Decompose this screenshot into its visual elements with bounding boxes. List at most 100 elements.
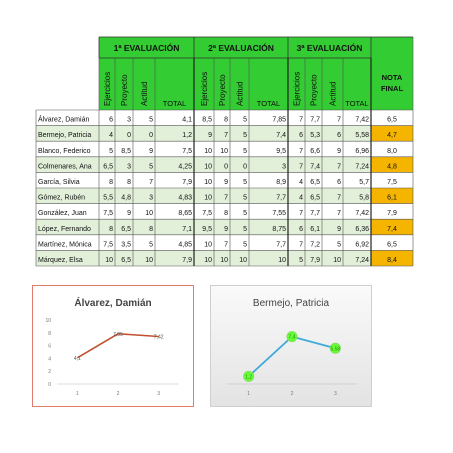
- grade-cell: 7,42: [355, 117, 369, 124]
- grade-cell: 7,24: [355, 257, 369, 264]
- grade-cell: 8: [224, 117, 228, 124]
- grade-cell: 7: [337, 117, 341, 124]
- grade-cell: 7,7: [276, 195, 286, 202]
- grade-cell: 7: [299, 210, 303, 217]
- grade-cell: 8: [149, 226, 153, 233]
- student-name: Blanco, Federico: [38, 148, 91, 155]
- grade-cell: 5,58: [355, 132, 369, 139]
- data-label: 1,2: [245, 374, 252, 380]
- grade-cell: 6: [299, 132, 303, 139]
- grade-cell: 7: [337, 163, 341, 170]
- grade-cell: 0: [127, 132, 131, 139]
- x-tick-label: 1: [247, 391, 250, 397]
- grade-cell: 7: [224, 241, 228, 248]
- chart-title: Bermejo, Patricia: [253, 298, 330, 309]
- grade-cell: 4,83: [178, 195, 192, 202]
- final-grade-cell: [371, 110, 413, 126]
- grade-cell: 8,5: [121, 148, 131, 155]
- grades-spreadsheet: 1ª EVALUACIÓN Ejercicios Proyecto Actitud TO…: [35, 36, 414, 267]
- grade-cell: 5: [243, 241, 247, 248]
- grade-cell: 10: [204, 257, 212, 264]
- grade-cell: 7: [224, 132, 228, 139]
- grade-cell: 7,55: [272, 210, 286, 217]
- x-tick-label: 1: [76, 391, 79, 397]
- grade-cell: 7: [337, 195, 341, 202]
- grade-cell: 7,7: [276, 241, 286, 248]
- y-tick-label: 10: [45, 318, 51, 324]
- grade-cell: 6: [337, 132, 341, 139]
- grade-cell: 4,8: [121, 195, 131, 202]
- student-name: Márquez, Elsa: [38, 257, 83, 264]
- grade-cell: 7: [299, 163, 303, 170]
- grade-cell: 4,25: [178, 163, 192, 170]
- y-tick-label: 8: [48, 331, 51, 337]
- y-tick-label: 4: [48, 356, 51, 362]
- grade-cell: 10: [278, 257, 286, 264]
- grade-cell: 10: [145, 257, 153, 264]
- grade-cell: 0: [149, 132, 153, 139]
- data-label: 7,42: [154, 335, 164, 341]
- grade-cell: 10: [204, 163, 212, 170]
- data-label: 7,85: [113, 332, 123, 338]
- grade-cell: 8: [109, 179, 113, 186]
- grade-cell: 5: [243, 117, 247, 124]
- grade-cell: 9: [224, 226, 228, 233]
- grade-cell: 7,5: [103, 241, 113, 248]
- grade-cell: 6,6: [310, 148, 320, 155]
- data-point: [243, 370, 255, 382]
- grade-cell: 7: [299, 117, 303, 124]
- student-name: García, Silvia: [38, 179, 80, 186]
- grade-cell: 7,5: [103, 210, 113, 217]
- grade-cell: 8,5: [202, 117, 212, 124]
- student-name: Martínez, Mónica: [38, 241, 92, 248]
- grade-cell: 5: [243, 148, 247, 155]
- grade-cell: 5: [149, 163, 153, 170]
- data-label: 4,1: [74, 356, 81, 362]
- grade-cell: 7,7: [310, 117, 320, 124]
- grade-cell: 10: [145, 210, 153, 217]
- chart-title: Álvarez, Damián: [74, 296, 151, 309]
- sub-header-label: Actitud: [329, 82, 338, 106]
- grade-cell: 6,92: [355, 241, 369, 248]
- x-tick-label: 3: [157, 391, 160, 397]
- grade-cell: 5: [149, 117, 153, 124]
- grade-cell: 7,9: [182, 257, 192, 264]
- final-grade-cell: [371, 234, 413, 251]
- final-grade-value: 6,1: [387, 195, 397, 202]
- row-highlight: [36, 125, 371, 142]
- grade-cell: 7,4: [310, 163, 320, 170]
- grade-cell: 8: [224, 210, 228, 217]
- grade-cell: 7,24: [355, 163, 369, 170]
- grade-cell: 5,7: [359, 179, 369, 186]
- chart-card-bermejo: Bermejo, Patricia 1 2 3 1,2 7,4 5,58: [210, 285, 372, 407]
- row-highlight: [36, 219, 371, 235]
- final-grade-cell: [371, 156, 413, 173]
- sub-header-label: Proyecto: [218, 74, 227, 106]
- final-grade-cell: [371, 125, 413, 142]
- grade-cell: 5,5: [103, 195, 113, 202]
- grade-cell: 9: [127, 210, 131, 217]
- grade-cell: 5: [243, 226, 247, 233]
- grade-cell: 7,1: [182, 226, 192, 233]
- chart-card-alvarez: Álvarez, Damián 0 2 4 6 8 10 1 2 3 4,1 7,85 7,42: [32, 285, 194, 407]
- grade-cell: 7: [149, 179, 153, 186]
- sub-header-label: Ejercicios: [103, 72, 112, 106]
- grade-cell: 4,1: [182, 117, 192, 124]
- grade-cell: 7,9: [310, 257, 320, 264]
- sheet-table: 1ª EVALUACIÓN Ejercicios Proyecto Actitud TO…: [35, 36, 414, 267]
- row-highlight: [36, 156, 371, 173]
- grade-cell: 0: [243, 163, 247, 170]
- grade-cell: 10: [105, 257, 113, 264]
- final-header-line2: FINAL: [381, 84, 403, 93]
- grade-cell: 7,42: [355, 210, 369, 217]
- x-tick-label: 2: [117, 391, 120, 397]
- grade-cell: 9: [337, 148, 341, 155]
- grade-cell: 6,5: [310, 195, 320, 202]
- grade-cell: 3: [127, 163, 131, 170]
- final-grade-cell: [371, 203, 413, 220]
- line-chart-bermejo: Bermejo, Patricia 1 2 3 1,2 7,4 5,58: [227, 298, 357, 397]
- data-label: 5,58: [330, 346, 340, 352]
- total-header: TOTAL: [163, 99, 186, 108]
- grade-cell: 6: [337, 179, 341, 186]
